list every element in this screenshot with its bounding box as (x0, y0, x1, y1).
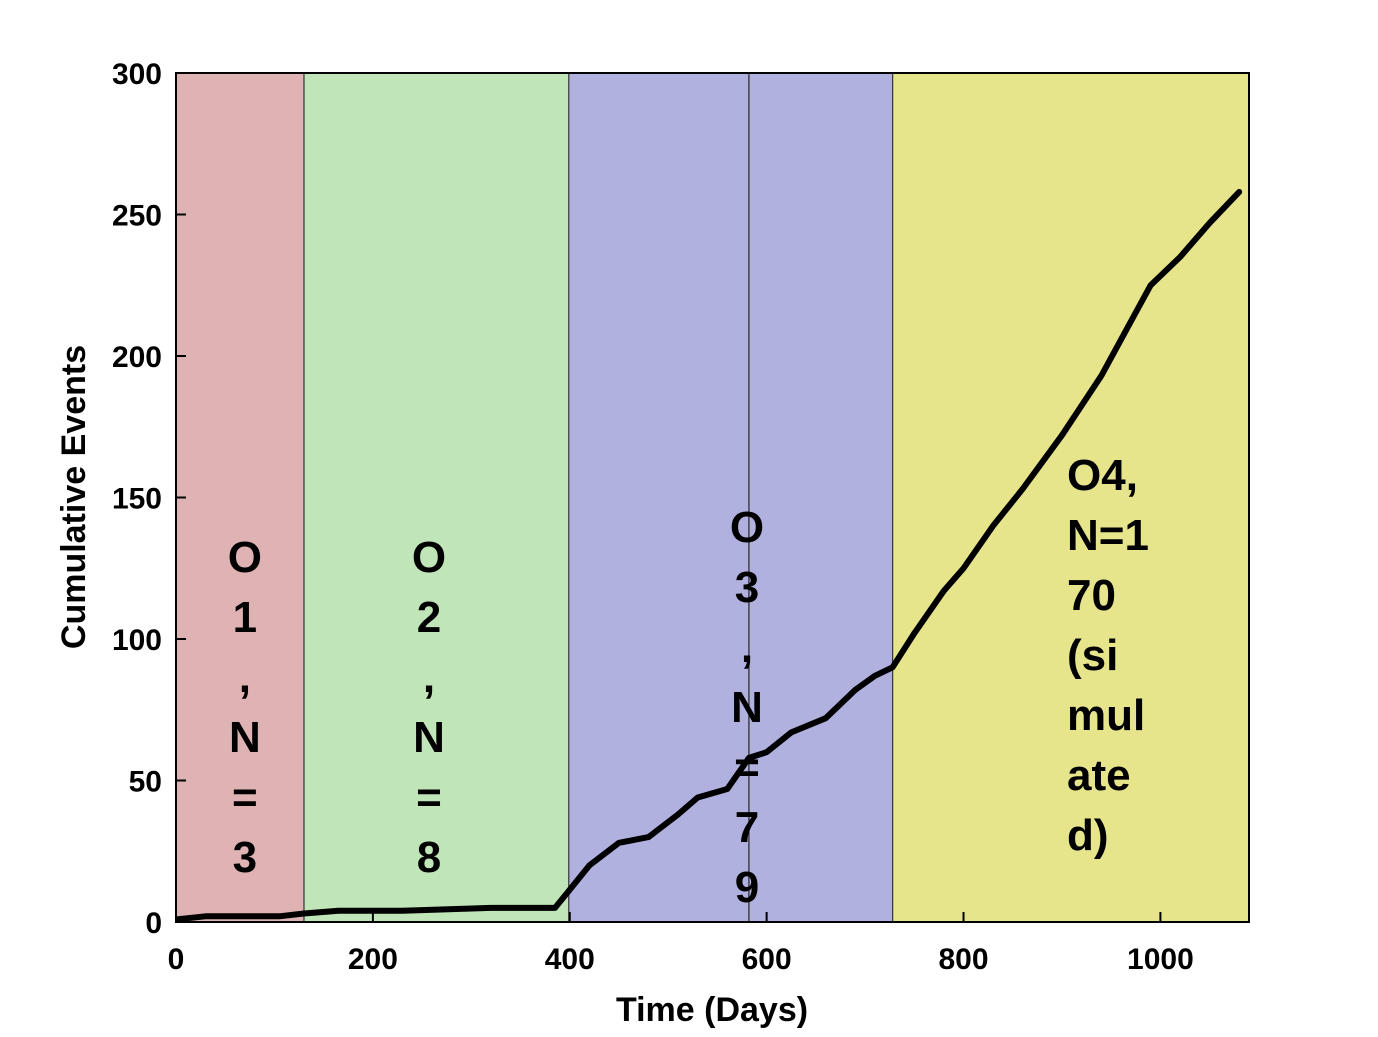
y-tick-label: 150 (112, 483, 162, 516)
band-label-line: 9 (735, 863, 759, 912)
band-label-line: 8 (417, 833, 441, 882)
y-tick-label: 250 (112, 200, 162, 233)
band-label-line: , (423, 653, 435, 702)
y-tick-label: 300 (112, 58, 162, 91)
band-label-line: 3 (735, 563, 759, 612)
band-label-line: = (232, 773, 258, 822)
band-label-line: N=1 (1067, 511, 1149, 560)
y-axis-label: Cumulative Events (55, 345, 93, 649)
band-label-line: 7 (735, 803, 759, 852)
band-label-line: , (741, 623, 753, 672)
y-tick-label: 50 (129, 766, 162, 799)
band-label-line: = (734, 743, 760, 792)
band-label-line: 1 (233, 593, 257, 642)
band-label-line: O (412, 533, 446, 582)
band-label-o3: O 3, N = 7 9 (730, 503, 764, 912)
band-label-line: N (229, 713, 261, 762)
x-tick-label: 400 (545, 943, 595, 976)
x-axis-label: Time (Days) (616, 991, 808, 1029)
band-label-line: d) (1067, 811, 1109, 860)
band-label-line: O (228, 533, 262, 582)
y-ticks: 0 50 100 150 200 250 300 (112, 58, 186, 940)
y-tick-label: 0 (145, 907, 162, 940)
x-tick-label: 1000 (1127, 943, 1194, 976)
x-tick-label: 800 (938, 943, 988, 976)
band-label-line: N (413, 713, 445, 762)
band-label-line: O4, (1067, 451, 1138, 500)
band-label-line: 3 (233, 833, 257, 882)
band-label-line: N (731, 683, 763, 732)
band-label-line: (si (1067, 631, 1118, 680)
x-tick-label: 200 (348, 943, 398, 976)
band-label-line: mul (1067, 691, 1145, 740)
band-label-line: = (416, 773, 442, 822)
band-label-line: 2 (417, 593, 441, 642)
y-tick-label: 200 (112, 341, 162, 374)
band-o3 (569, 73, 893, 922)
x-tick-label: 0 (168, 943, 185, 976)
band-label-line: , (239, 653, 251, 702)
y-tick-label: 100 (112, 624, 162, 657)
band-label-line: 70 (1067, 571, 1116, 620)
band-label-line: O (730, 503, 764, 552)
band-label-line: ate (1067, 751, 1131, 800)
x-tick-label: 600 (742, 943, 792, 976)
